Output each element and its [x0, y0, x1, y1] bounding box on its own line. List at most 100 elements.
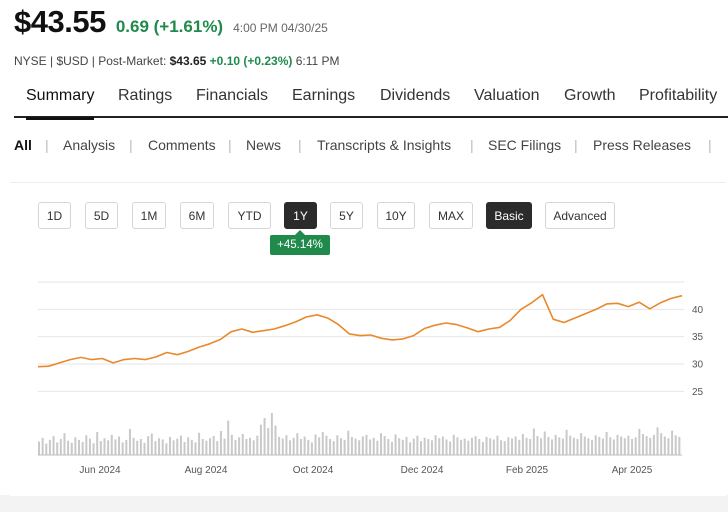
volume-bar: [118, 436, 121, 455]
volume-bar: [594, 435, 597, 455]
volume-bar: [216, 441, 219, 455]
tab-earnings[interactable]: Earnings: [292, 87, 356, 104]
volume-bar: [543, 431, 546, 455]
filter-news[interactable]: News: [246, 137, 282, 153]
volume-bar: [139, 439, 142, 455]
tab-growth[interactable]: Growth: [564, 87, 616, 104]
y-tick-label: 40: [692, 305, 704, 316]
volume-bar: [500, 440, 503, 455]
filter-comments[interactable]: Comments: [148, 137, 216, 153]
divider: |: [129, 137, 133, 153]
volume-bar: [369, 439, 372, 455]
volume-bar: [52, 436, 55, 455]
volume-bar: [128, 428, 131, 455]
volume-bar: [314, 434, 317, 455]
volume-bar: [365, 434, 368, 455]
tab-profitability[interactable]: Profitability: [639, 87, 718, 104]
volume-bar: [518, 439, 521, 455]
volume-bar: [259, 424, 262, 455]
volume-bar: [558, 437, 561, 455]
filter-sec-filings[interactable]: SEC Filings: [488, 137, 562, 153]
volume-bar: [445, 439, 448, 455]
volume-bar: [103, 438, 106, 455]
volume-bar: [230, 434, 233, 455]
basic-mode-button[interactable]: Basic: [486, 202, 532, 229]
volume-bar: [380, 433, 383, 455]
volume-bar: [667, 438, 670, 455]
volume-bar: [296, 433, 299, 455]
volume-bar: [299, 439, 302, 455]
volume-bar: [478, 439, 481, 455]
volume-bar: [430, 440, 433, 455]
price-line: [37, 293, 683, 368]
post-market-price: $43.65: [169, 54, 207, 68]
volume-bar: [460, 439, 463, 455]
volume-bar: [612, 439, 615, 455]
volume-bar: [641, 434, 644, 455]
tab-ratings[interactable]: Ratings: [118, 87, 173, 104]
range-5d-button[interactable]: 5D: [85, 202, 118, 229]
volume-bar: [656, 427, 659, 455]
volume-bar: [463, 438, 466, 455]
volume-bar: [529, 439, 532, 455]
range-ytd-button[interactable]: YTD: [228, 202, 271, 229]
volume-bar: [532, 428, 535, 455]
divider: |: [45, 137, 49, 153]
volume-bar: [638, 428, 641, 455]
divider: |: [298, 137, 302, 153]
range-10y-button[interactable]: 10Y: [377, 202, 415, 229]
tab-summary[interactable]: Summary: [26, 87, 95, 120]
range-max-button[interactable]: MAX: [429, 202, 473, 229]
volume-bar: [85, 435, 88, 455]
tab-dividends[interactable]: Dividends: [380, 87, 451, 104]
filter-all[interactable]: All: [14, 137, 32, 153]
volume-bar: [496, 435, 499, 455]
volume-bar: [361, 436, 364, 455]
volume-bar: [165, 443, 168, 455]
volume-bar: [234, 439, 237, 455]
volume-bar: [110, 434, 113, 455]
volume-bar: [376, 440, 379, 455]
range-1m-button[interactable]: 1M: [132, 202, 166, 229]
page-footer-band: [0, 495, 728, 512]
x-tick-label: Aug 2024: [185, 465, 228, 476]
volume-bar: [318, 437, 321, 455]
volume-bar: [660, 433, 663, 455]
volume-bar: [147, 436, 150, 455]
volume-bar: [652, 434, 655, 455]
volume-bar: [416, 435, 419, 455]
volume-bar: [114, 439, 117, 455]
volume-bar: [267, 428, 270, 455]
volume-bar: [354, 438, 357, 455]
range-6m-button[interactable]: 6M: [180, 202, 214, 229]
tab-valuation[interactable]: Valuation: [474, 87, 540, 104]
volume-bar: [194, 442, 197, 455]
volume-bar: [470, 437, 473, 455]
volume-bar: [474, 436, 477, 455]
volume-bar: [645, 436, 648, 455]
volume-bar: [339, 438, 342, 455]
volume-bar: [623, 438, 626, 455]
quote-time: 4:00 PM 04/30/25: [233, 21, 328, 35]
volume-bar: [565, 429, 568, 455]
range-1y-button[interactable]: 1Y: [284, 202, 317, 229]
post-market-line: NYSE | $USD | Post-Market: $43.65 +0.10 …: [14, 54, 340, 68]
volume-bar: [583, 436, 586, 455]
range-1d-button[interactable]: 1D: [38, 202, 71, 229]
volume-bar: [201, 439, 204, 455]
volume-bar: [561, 438, 564, 455]
filter-press-releases[interactable]: Press Releases: [593, 137, 692, 153]
volume-bar: [572, 437, 575, 455]
tab-financials[interactable]: Financials: [196, 87, 269, 104]
filter-analysis[interactable]: Analysis: [63, 137, 116, 153]
range-5y-button[interactable]: 5Y: [330, 202, 363, 229]
volume-bar: [179, 435, 182, 455]
volume-bar: [132, 437, 135, 455]
volume-bar: [281, 438, 284, 455]
volume-bar: [674, 435, 677, 455]
filter-transcripts[interactable]: Transcripts & Insights: [317, 137, 452, 153]
volume-bar: [554, 434, 557, 455]
volume-bar: [420, 441, 423, 455]
advanced-mode-button[interactable]: Advanced: [545, 202, 615, 229]
